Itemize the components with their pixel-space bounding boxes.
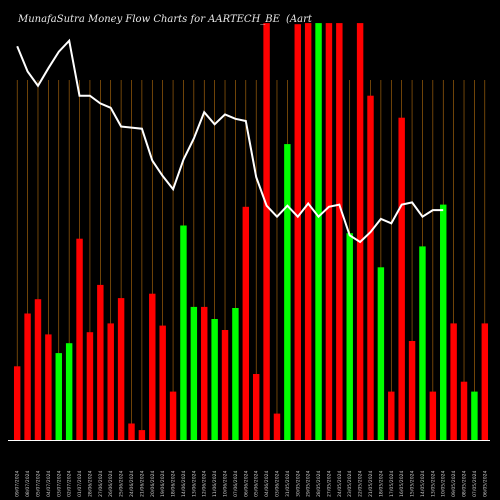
bar: [169, 391, 177, 440]
bar: [252, 374, 260, 440]
x-tick-label: 05/06/2024: [254, 470, 260, 497]
bar: [294, 24, 301, 440]
bar: [159, 325, 166, 440]
bar: [450, 323, 457, 440]
bar: [429, 391, 437, 440]
x-tick-label: 10/06/2024: [223, 470, 229, 497]
bar: [377, 267, 385, 440]
x-tick-label: 28/06/2024: [87, 470, 93, 497]
x-tick-label: 06/05/2024: [482, 470, 488, 497]
x-tick-label: 14/06/2024: [181, 470, 187, 497]
x-tick-label: 09/07/2024: [15, 470, 21, 497]
x-tick-label: 04/06/2024: [264, 470, 270, 497]
x-tick-label: 08/05/2024: [462, 470, 468, 497]
x-tick-label: 11/06/2024: [212, 470, 218, 497]
x-tick-label: 24/05/2024: [337, 470, 343, 497]
bar: [45, 334, 52, 440]
x-tick-label: 02/07/2024: [67, 470, 73, 497]
bar: [356, 23, 364, 440]
bar: [232, 308, 239, 440]
bar: [284, 144, 291, 440]
x-tick-label: 31/05/2024: [285, 470, 291, 497]
x-tick-label: 27/05/2024: [326, 470, 332, 497]
bar: [460, 381, 468, 440]
bar: [13, 366, 21, 440]
x-tick-label: 09/05/2024: [451, 470, 457, 497]
x-tick-label: 17/05/2024: [389, 470, 395, 497]
bar: [107, 323, 114, 440]
x-tick-label: 13/06/2024: [191, 470, 197, 497]
x-tick-label: 22/05/2024: [358, 470, 364, 497]
bar: [117, 298, 125, 440]
x-tick-label: 16/05/2024: [399, 470, 405, 497]
bar: [86, 332, 94, 440]
x-tick-label: 06/06/2024: [243, 470, 249, 497]
x-tick-labels: 09/07/2024 08/07/2024 05/07/2024 04/07/2024…: [15, 470, 489, 497]
x-tick-label: 10/05/2024: [441, 470, 447, 497]
x-tick-label: 18/06/2024: [171, 470, 177, 497]
bar: [263, 23, 270, 440]
bar: [97, 284, 104, 440]
bar: [24, 313, 31, 440]
bar: [76, 238, 83, 440]
x-tick-label: 21/06/2024: [139, 470, 145, 497]
x-tick-label: 08/07/2024: [25, 470, 31, 497]
bar: [336, 23, 343, 440]
bar: [180, 225, 187, 440]
bar: [242, 206, 250, 440]
x-tick-label: 04/07/2024: [46, 470, 52, 497]
x-tick-label: 15/05/2024: [410, 470, 416, 497]
bar: [190, 306, 198, 440]
x-tick-label: 03/07/2024: [56, 470, 62, 497]
x-tick-label: 05/07/2024: [35, 470, 41, 497]
bar: [138, 430, 146, 440]
x-tick-label: 07/05/2024: [472, 470, 478, 497]
bar: [388, 391, 395, 440]
bar: [419, 246, 426, 440]
bar: [440, 204, 447, 440]
x-tick-label: 03/06/2024: [274, 470, 280, 497]
x-tick-label: 25/06/2024: [119, 470, 125, 497]
x-tick-label: 29/05/2024: [306, 470, 312, 497]
x-tick-label: 14/05/2024: [420, 470, 426, 497]
bar: [408, 341, 416, 440]
bar: [471, 391, 478, 440]
bar: [367, 95, 374, 440]
x-tick-label: 26/06/2024: [108, 470, 114, 497]
bar: [34, 299, 42, 440]
x-tick-label: 21/05/2024: [368, 470, 374, 497]
x-tick-label: 12/06/2024: [202, 470, 208, 497]
bar: [304, 23, 312, 440]
bar: [346, 233, 353, 440]
x-tick-label: 23/05/2024: [347, 470, 353, 497]
bar: [149, 293, 156, 440]
x-tick-label: 27/06/2024: [98, 470, 104, 497]
x-tick-label: 30/05/2024: [295, 470, 301, 497]
x-tick-label: 13/05/2024: [430, 470, 436, 497]
x-tick-label: 28/05/2024: [316, 470, 322, 497]
bar: [221, 330, 229, 440]
bar: [481, 323, 489, 440]
bar: [55, 353, 62, 440]
bar: [325, 23, 333, 440]
bar: [65, 343, 73, 440]
bar-series: [13, 23, 489, 440]
x-tick-label: 18/05/2024: [378, 470, 384, 497]
x-tick-label: 24/06/2024: [129, 470, 135, 497]
chart-subtitle: (Aart: [286, 14, 313, 25]
bar: [201, 306, 208, 440]
x-tick-label: 07/06/2024: [233, 470, 239, 497]
bar: [398, 117, 405, 440]
bar: [273, 413, 281, 440]
bar: [128, 423, 135, 440]
chart-title: MunafaSutra Money Flow Charts for AARTEC…: [17, 14, 281, 25]
bar: [211, 319, 218, 440]
price-line: [16, 38, 444, 244]
x-tick-label: 01/07/2024: [77, 470, 83, 497]
x-tick-label: 19/06/2024: [160, 470, 166, 497]
x-tick-label: 20/06/2024: [150, 470, 156, 497]
bar: [315, 23, 322, 440]
